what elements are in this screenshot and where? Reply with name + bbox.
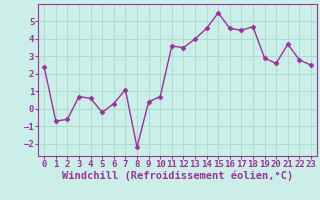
X-axis label: Windchill (Refroidissement éolien,°C): Windchill (Refroidissement éolien,°C): [62, 171, 293, 181]
